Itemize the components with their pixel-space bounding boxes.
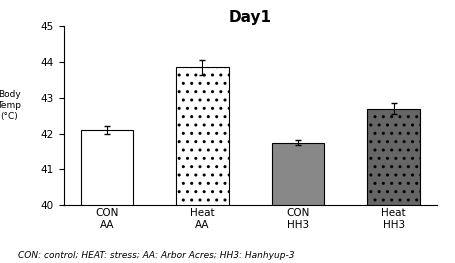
Bar xyxy=(81,130,133,205)
Bar xyxy=(367,109,420,205)
Title: Day1: Day1 xyxy=(229,10,272,25)
Text: Body
Temp
(°C): Body Temp (°C) xyxy=(0,90,21,121)
Text: CON: control; HEAT: stress; AA: Arbor Acres; HH3: Hanhyup-3: CON: control; HEAT: stress; AA: Arbor Ac… xyxy=(18,251,295,260)
Bar xyxy=(176,67,229,205)
Bar xyxy=(272,143,324,205)
